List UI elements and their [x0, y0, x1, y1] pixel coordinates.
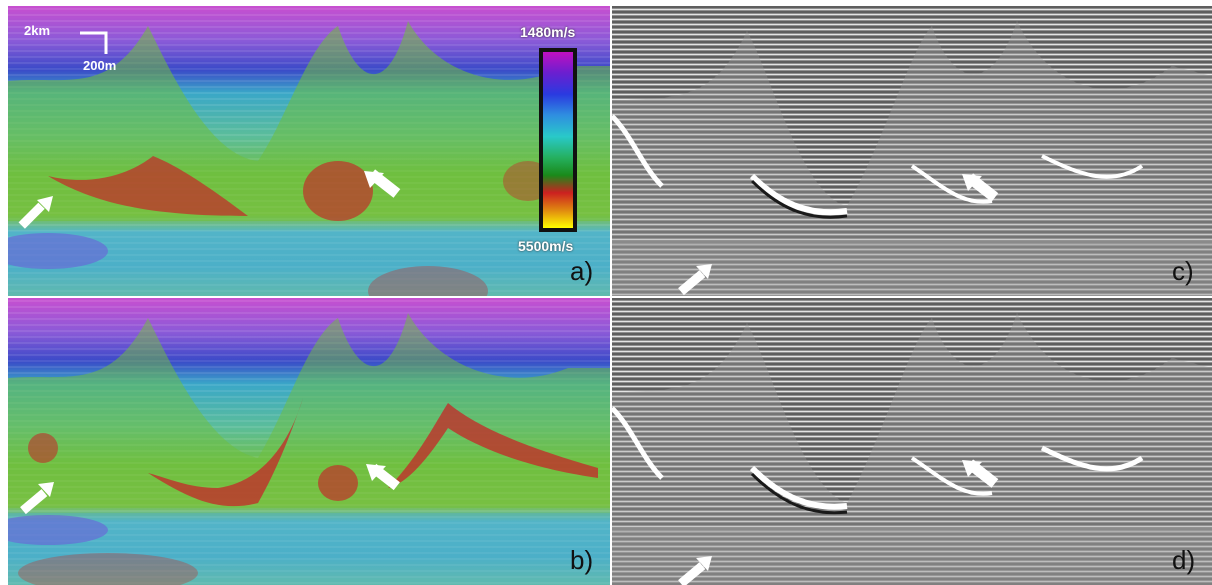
- scale-bar-horizontal-label: 2km: [24, 23, 51, 38]
- seismic-image-d: [612, 298, 1212, 585]
- panel-label-c: c): [1172, 256, 1194, 286]
- velocity-image-b: [8, 298, 610, 585]
- panel-label-a: a): [570, 256, 594, 286]
- seismic-panel-d: d): [612, 298, 1212, 585]
- white-arrow-icon: [366, 463, 400, 491]
- white-arrow-icon: [18, 196, 53, 229]
- velocity-panel-a: 2km 200m 1480m/s 5500m/s a): [8, 6, 610, 296]
- velocity-image-a: [8, 6, 610, 296]
- white-arrow-icon: [678, 556, 712, 585]
- white-arrow-icon: [962, 173, 999, 202]
- scale-bar-vertical-label: 200m: [83, 58, 117, 73]
- panel-label-d: d): [1172, 545, 1196, 575]
- colorbar-bottom-label: 5500m/s: [518, 238, 574, 254]
- velocity-panel-b: b): [8, 298, 610, 585]
- white-arrow-icon: [678, 264, 712, 296]
- seismic-panel-c: c): [612, 6, 1212, 296]
- white-arrow-icon: [20, 482, 54, 515]
- white-arrow-icon: [962, 459, 999, 488]
- panel-label-b: b): [570, 545, 594, 575]
- seismic-image-c: [612, 6, 1212, 296]
- colorbar-top-label: 1480m/s: [520, 24, 576, 40]
- white-arrow-icon: [364, 169, 401, 198]
- colorbar: [539, 48, 577, 232]
- scale-bar-icon: [80, 31, 108, 54]
